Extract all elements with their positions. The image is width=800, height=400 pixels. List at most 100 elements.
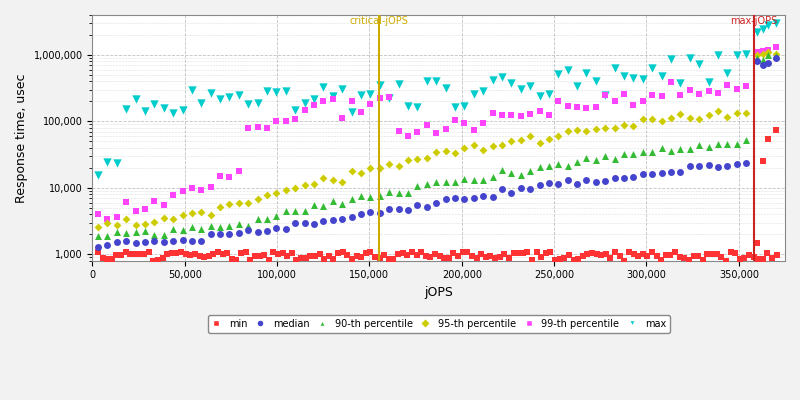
Point xyxy=(590,157,602,164)
Point xyxy=(442,255,455,262)
Point xyxy=(129,229,142,236)
Point xyxy=(505,170,518,176)
Point xyxy=(346,256,358,262)
Point xyxy=(184,251,197,258)
Point xyxy=(608,156,621,162)
Point xyxy=(91,224,104,230)
Point xyxy=(580,128,593,134)
Point xyxy=(477,192,490,199)
Point xyxy=(757,50,770,57)
Point xyxy=(552,71,565,77)
Point xyxy=(114,252,127,258)
Point xyxy=(214,96,226,102)
Point xyxy=(242,227,254,234)
Point xyxy=(484,253,497,259)
Point xyxy=(665,115,678,122)
Point xyxy=(289,220,302,226)
Point xyxy=(242,223,254,229)
Point xyxy=(757,48,770,54)
Point xyxy=(646,65,658,72)
Point xyxy=(402,190,414,196)
Point xyxy=(674,92,687,98)
Point xyxy=(308,181,321,188)
Point xyxy=(382,95,395,102)
Point xyxy=(346,196,358,202)
Point xyxy=(552,98,565,104)
Point xyxy=(655,118,668,124)
Point xyxy=(158,239,170,245)
Point xyxy=(223,231,236,238)
Point xyxy=(359,250,372,256)
Point xyxy=(364,194,377,200)
Point xyxy=(467,126,480,133)
Point xyxy=(402,207,414,213)
Point xyxy=(106,256,118,262)
Point xyxy=(233,91,246,98)
Point xyxy=(618,73,630,80)
Point xyxy=(505,80,518,87)
Point xyxy=(207,250,220,257)
Point xyxy=(627,122,640,129)
Point xyxy=(156,254,169,261)
Point xyxy=(289,106,302,113)
Point xyxy=(576,252,589,259)
Point xyxy=(261,125,274,132)
Point xyxy=(467,176,480,183)
Point xyxy=(641,253,654,259)
Point xyxy=(637,148,650,155)
Point xyxy=(614,253,626,260)
Point xyxy=(420,77,433,84)
Point xyxy=(729,250,742,256)
Point xyxy=(608,98,621,105)
Point xyxy=(289,185,302,191)
Point xyxy=(233,200,246,206)
Point xyxy=(693,142,706,148)
Point xyxy=(712,52,725,58)
Point xyxy=(411,183,424,190)
Point xyxy=(655,93,668,99)
Point xyxy=(710,250,723,257)
Point xyxy=(683,115,696,121)
Point xyxy=(176,187,189,194)
Point xyxy=(599,92,612,98)
Point xyxy=(120,230,133,237)
Point xyxy=(608,125,621,131)
Point xyxy=(494,254,506,260)
Point xyxy=(608,65,621,71)
Point xyxy=(683,163,696,169)
Point xyxy=(402,133,414,140)
Point xyxy=(251,216,264,223)
Point xyxy=(449,104,462,110)
Point xyxy=(674,80,687,86)
Point xyxy=(204,212,217,218)
Point xyxy=(524,133,537,140)
Point xyxy=(687,253,700,259)
Point xyxy=(552,180,565,187)
Point xyxy=(664,252,677,258)
Point xyxy=(449,150,462,156)
Point xyxy=(757,256,770,262)
Point xyxy=(655,257,668,263)
Point xyxy=(489,255,502,262)
Point xyxy=(447,250,460,256)
Point xyxy=(762,52,774,58)
Point xyxy=(419,253,432,259)
Point xyxy=(449,178,462,185)
Point xyxy=(420,181,433,187)
Point xyxy=(730,86,743,92)
Point xyxy=(692,253,705,259)
Point xyxy=(456,249,469,256)
Point xyxy=(204,184,217,190)
Point xyxy=(129,96,142,102)
Point xyxy=(646,249,658,255)
Point xyxy=(595,252,608,258)
Point xyxy=(562,128,574,134)
Point xyxy=(336,201,349,207)
Point xyxy=(477,120,490,126)
Point xyxy=(542,162,555,169)
Point xyxy=(434,252,446,259)
Point xyxy=(242,100,254,107)
Point xyxy=(580,105,593,112)
Point xyxy=(289,207,302,214)
Point xyxy=(202,253,215,260)
